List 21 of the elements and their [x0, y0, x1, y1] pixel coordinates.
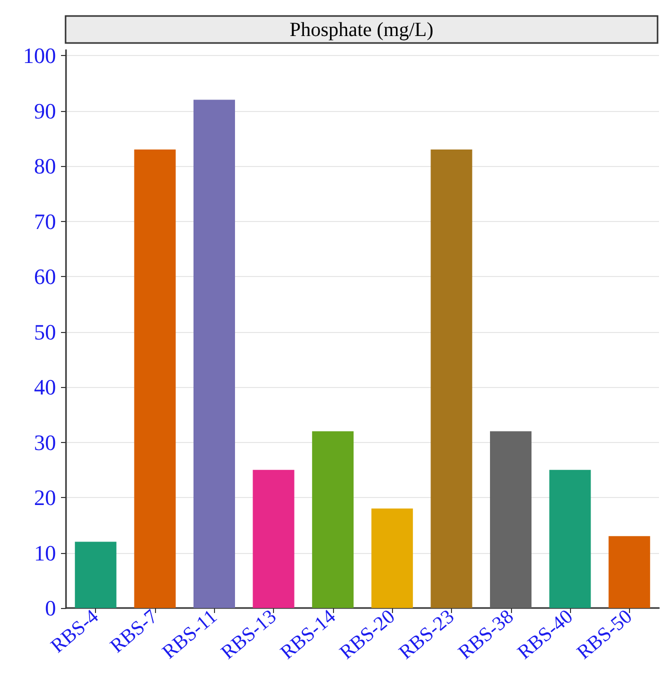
- bar: [252, 470, 294, 608]
- y-tick-label: 40: [34, 374, 56, 400]
- chart-title: Phosphate (mg/L): [290, 19, 434, 41]
- y-tick-label: 30: [34, 430, 56, 455]
- y-tick-label: 80: [34, 154, 56, 179]
- bar: [193, 100, 236, 608]
- y-tick-label: 10: [34, 540, 56, 566]
- bar: [371, 508, 413, 608]
- y-tick-label: 20: [34, 485, 56, 510]
- y-tick-label: 60: [34, 264, 56, 290]
- bar: [134, 149, 176, 608]
- y-tick-label: 100: [23, 43, 56, 68]
- bar: [490, 431, 532, 608]
- y-tick-label: 90: [34, 98, 56, 124]
- bar: [430, 149, 472, 608]
- bar: [74, 542, 116, 608]
- y-tick-label: 70: [34, 208, 56, 234]
- y-tick-label: 50: [34, 319, 56, 344]
- bar: [549, 470, 591, 608]
- bar: [608, 536, 650, 608]
- bar: [312, 431, 354, 608]
